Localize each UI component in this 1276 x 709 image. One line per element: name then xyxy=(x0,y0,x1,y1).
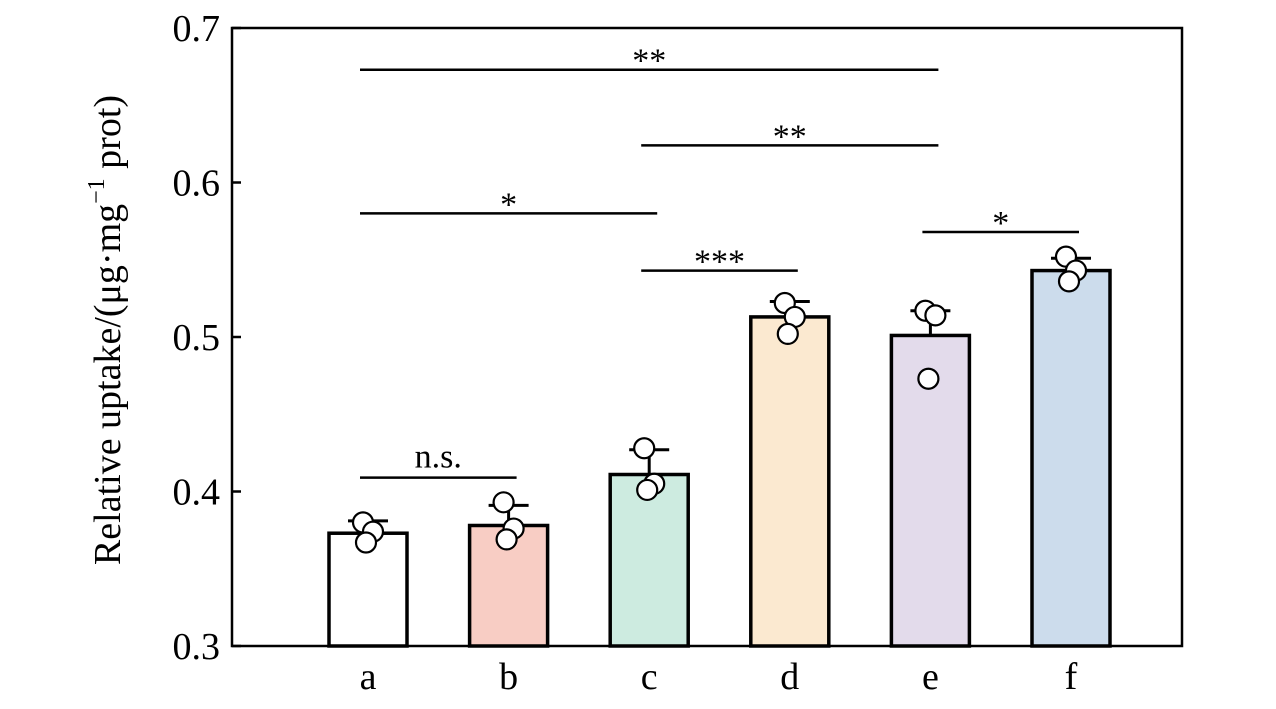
x-tick-label-a: a xyxy=(360,656,377,698)
y-tick-label: 0.3 xyxy=(173,626,221,668)
y-tick-label: 0.6 xyxy=(173,163,221,205)
x-tick-label-c: c xyxy=(641,656,658,698)
significance-brackets: *********n.s. xyxy=(360,43,1079,479)
data-point-a xyxy=(354,531,378,554)
x-tick-label-e: e xyxy=(922,656,939,698)
y-axis-title: Relative uptake/(μg·mg−1 prot) xyxy=(84,95,129,565)
bar-d xyxy=(749,315,831,648)
y-tick-label: 0.5 xyxy=(173,317,221,359)
x-tick-label-f: f xyxy=(1065,656,1078,698)
data-point-b xyxy=(492,491,515,514)
significance-label: ** xyxy=(632,43,666,80)
data-point-c xyxy=(633,437,656,460)
bar-f xyxy=(1030,268,1112,648)
significance-label: ** xyxy=(773,118,807,155)
data-points xyxy=(351,245,1088,554)
x-axis-labels: a b c d e f xyxy=(360,656,1078,698)
significance-label: * xyxy=(500,186,517,223)
y-tick-label: 0.4 xyxy=(173,472,221,514)
data-point-e xyxy=(917,367,940,390)
y-axis-ticks: 0.3 0.4 0.5 0.6 0.7 xyxy=(173,8,241,668)
y-tick-label: 0.7 xyxy=(173,8,221,50)
data-point-b xyxy=(495,528,518,551)
bars xyxy=(327,268,1112,648)
plot-frame xyxy=(230,26,1184,648)
error-bars xyxy=(348,256,1091,534)
x-tick-label-b: b xyxy=(499,656,518,698)
data-point-d xyxy=(776,322,799,346)
x-tick-label-d: d xyxy=(780,656,799,698)
data-point-e xyxy=(924,304,947,327)
data-point-c xyxy=(636,478,659,502)
significance-label: * xyxy=(992,205,1009,242)
data-point-f xyxy=(1057,270,1081,293)
significance-label: *** xyxy=(694,244,745,281)
significance-label: n.s. xyxy=(415,439,462,476)
